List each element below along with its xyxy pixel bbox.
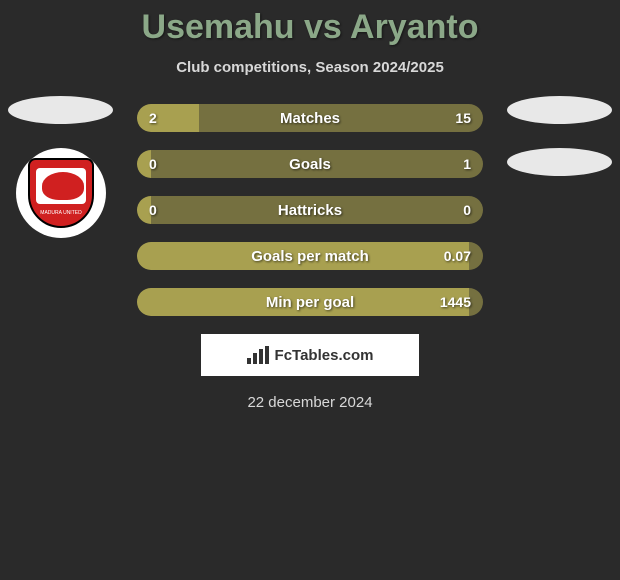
brand-text: FcTables.com xyxy=(275,347,374,364)
stat-bars: 2 Matches 15 0 Goals 1 0 Hattricks 0 Goa… xyxy=(137,104,483,316)
comparison-content: MADURA UNITED 2 Matches 15 0 Goals 1 0 H… xyxy=(0,104,620,411)
bar-chart-icon xyxy=(247,346,269,364)
stat-label: Min per goal xyxy=(137,288,483,316)
stat-label: Hattricks xyxy=(137,196,483,224)
left-player-column: MADURA UNITED xyxy=(8,96,113,238)
stat-right-value: 0.07 xyxy=(444,242,471,270)
stat-right-value: 15 xyxy=(455,104,471,132)
right-player-column xyxy=(507,96,612,200)
stat-right-value: 0 xyxy=(463,196,471,224)
player-badge-right-1 xyxy=(507,96,612,124)
stat-right-value: 1445 xyxy=(440,288,471,316)
stat-row-hattricks: 0 Hattricks 0 xyxy=(137,196,483,224)
footer-date: 22 december 2024 xyxy=(0,394,620,411)
brand-box[interactable]: FcTables.com xyxy=(201,334,419,376)
stat-label: Goals per match xyxy=(137,242,483,270)
club-badge-left: MADURA UNITED xyxy=(16,148,106,238)
page-subtitle: Club competitions, Season 2024/2025 xyxy=(0,59,620,76)
stat-label: Matches xyxy=(137,104,483,132)
stat-row-goals-per-match: Goals per match 0.07 xyxy=(137,242,483,270)
stat-right-value: 1 xyxy=(463,150,471,178)
stat-row-matches: 2 Matches 15 xyxy=(137,104,483,132)
club-logo-icon: MADURA UNITED xyxy=(28,158,94,228)
header: Usemahu vs Aryanto Club competitions, Se… xyxy=(0,0,620,76)
stat-row-goals: 0 Goals 1 xyxy=(137,150,483,178)
stat-row-min-per-goal: Min per goal 1445 xyxy=(137,288,483,316)
player-badge-left xyxy=(8,96,113,124)
stat-label: Goals xyxy=(137,150,483,178)
page-title: Usemahu vs Aryanto xyxy=(0,8,620,47)
player-badge-right-2 xyxy=(507,148,612,176)
